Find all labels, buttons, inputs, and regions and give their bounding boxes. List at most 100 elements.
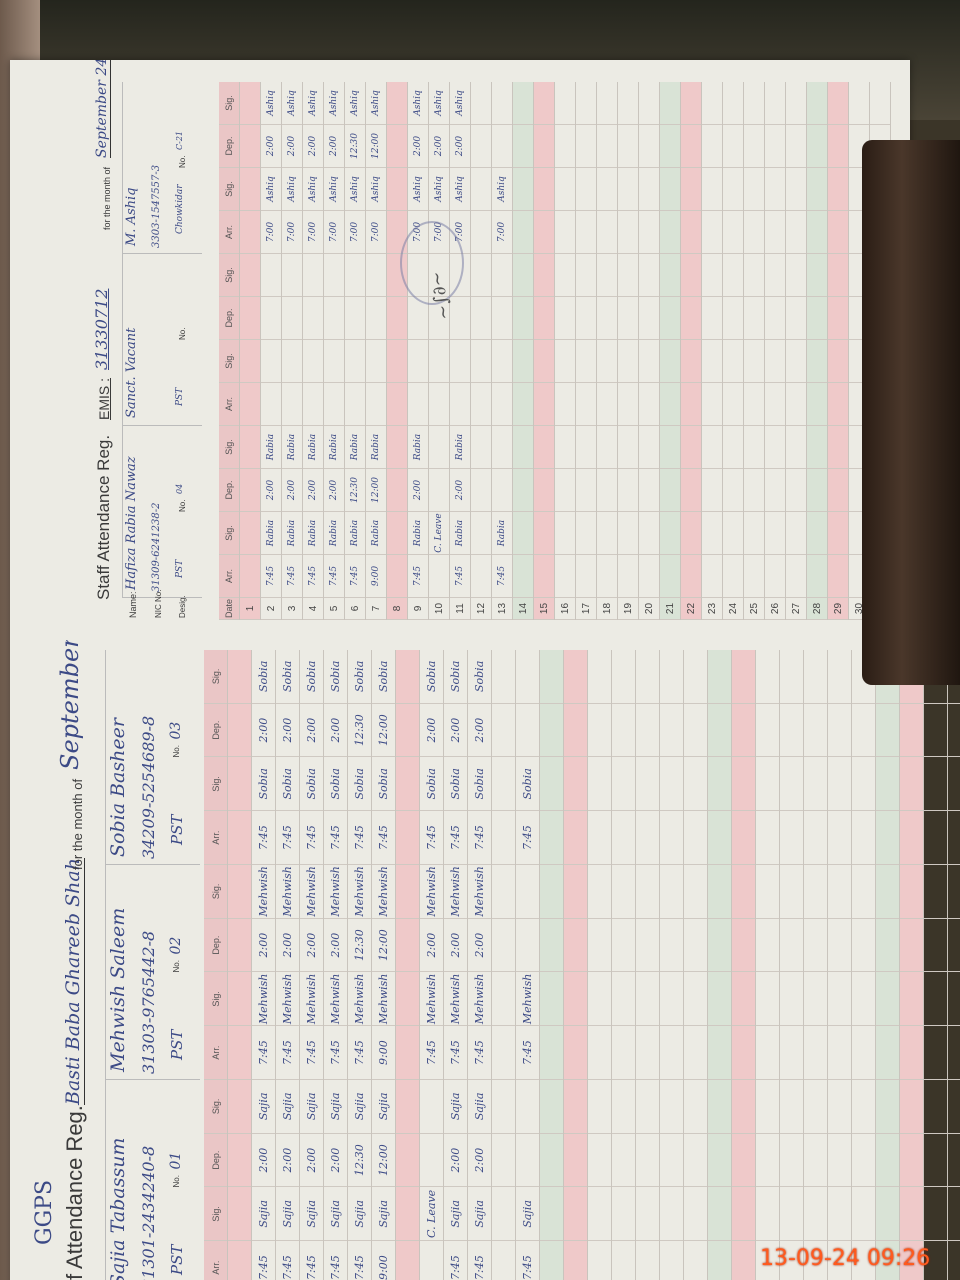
time-cell (387, 297, 407, 340)
signature-cell: Mehwish (348, 865, 371, 919)
signature-cell: Rabia (261, 426, 281, 469)
signature-cell: Mehwish (300, 865, 323, 919)
signature-cell (660, 82, 680, 125)
staff-designation: PST (167, 1029, 186, 1060)
time-cell: 7:45 (468, 811, 491, 865)
table-row: 3 7:45 Rabia 2:00 Rabia 7:00 Ashiq 2:00 Ashiq (282, 82, 303, 620)
time-cell (765, 469, 785, 512)
table-row: 24 (723, 82, 744, 620)
month-label: for the month of (70, 778, 85, 870)
signature-cell (660, 426, 680, 469)
signature-cell: Ashiq (366, 168, 386, 211)
time-cell (492, 1241, 515, 1280)
table-row: 11 7:45 Rabia 2:00 Rabia 7:00 Ashiq 2:00 Ashiq (450, 82, 471, 620)
signature-cell (387, 426, 407, 469)
time-cell (765, 555, 785, 598)
table-row: 1 (240, 82, 261, 620)
date-cell: 26 (765, 598, 785, 620)
signature-cell (852, 757, 875, 812)
time-cell (513, 125, 533, 168)
date-cell: 8 (387, 598, 407, 620)
column-header: Arr. (219, 211, 239, 254)
time-cell (636, 1133, 659, 1188)
column-header: Sig. (204, 757, 227, 812)
time-cell (681, 383, 701, 426)
table-row: 47:45Sajia2:00Sajia7:45Mehwish2:00Mehwis… (300, 650, 324, 1280)
signature-cell (804, 1080, 827, 1134)
time-cell (708, 1026, 731, 1080)
time-cell (681, 555, 701, 598)
time-cell (555, 555, 575, 598)
date-cell: 10 (429, 598, 449, 620)
time-cell: 7:45 (303, 555, 323, 598)
time-cell (723, 211, 743, 254)
signature-cell: Sajia (252, 1080, 275, 1134)
table-row: 25 (744, 82, 765, 620)
signature-cell: Sobia (516, 757, 539, 812)
column-header: Arr. (204, 811, 227, 865)
signature-cell (612, 865, 635, 919)
signature-cell (828, 168, 848, 211)
emis-label: EMIS : (96, 377, 112, 420)
table-row: 107:45Sajia2:00Sajia7:45Mehwish2:00Mehwi… (444, 650, 468, 1280)
signature-cell (870, 82, 890, 125)
time-cell: 7:00 (492, 211, 512, 254)
column-header-row: Date Arr. Sig. Dep. Sig. Arr. Sig. Dep. Sig. Arr.… (219, 82, 240, 620)
time-cell (396, 1026, 419, 1080)
time-cell: 2:00 (282, 125, 302, 168)
date-cell: 12 (471, 598, 491, 620)
staff-no: 04 (174, 483, 184, 494)
time-cell (780, 811, 803, 865)
signature-cell: Mehwish (324, 865, 347, 919)
table-row: 15 (534, 82, 555, 620)
column-header: Sig. (204, 1080, 227, 1134)
signature-cell: Mehwish (444, 972, 467, 1027)
time-cell (303, 297, 323, 340)
table-row: 20 (639, 82, 660, 620)
signature-cell (576, 512, 596, 555)
signature-cell (684, 757, 707, 812)
time-cell: 2:00 (300, 1133, 323, 1188)
time-cell: 2:00 (252, 918, 275, 973)
time-cell: 7:45 (345, 555, 365, 598)
signature-cell (564, 650, 587, 704)
signature-cell (576, 340, 596, 383)
time-cell (828, 703, 851, 758)
signature-cell (471, 254, 491, 297)
time-cell (852, 811, 875, 865)
signature-cell: Mehwish (348, 972, 371, 1027)
signature-cell (492, 1187, 515, 1242)
time-cell (492, 469, 512, 512)
signature-cell (660, 757, 683, 812)
column-header: Arr. (219, 383, 239, 426)
time-cell (618, 125, 638, 168)
time-cell (780, 1026, 803, 1080)
signature-cell: Ashiq (303, 82, 323, 125)
time-cell (876, 703, 899, 758)
time-cell (240, 125, 260, 168)
time-cell (681, 297, 701, 340)
signature-cell (534, 426, 554, 469)
date-cell: 21 (660, 598, 680, 620)
time-cell (765, 297, 785, 340)
signature-cell: Sajia (300, 1187, 323, 1242)
signature-cell (702, 512, 722, 555)
time-cell (828, 383, 848, 426)
table-row: 27:45Sajia2:00Sajia7:45Mehwish2:00Mehwis… (252, 650, 276, 1280)
time-cell (744, 383, 764, 426)
signature-cell (240, 82, 260, 125)
table-row: 16 (555, 82, 576, 620)
table-row: 27 (786, 82, 807, 620)
signature-cell (564, 1187, 587, 1242)
time-cell (618, 383, 638, 426)
signature-cell (555, 254, 575, 297)
time-cell (708, 918, 731, 973)
signature-cell (612, 650, 635, 704)
signature-cell (732, 757, 755, 812)
signature-cell: Mehwish (420, 865, 443, 919)
time-cell (684, 1026, 707, 1080)
time-cell (828, 811, 851, 865)
signature-cell (702, 168, 722, 211)
signature-cell: Sobia (444, 757, 467, 812)
date-cell: 27 (786, 598, 806, 620)
